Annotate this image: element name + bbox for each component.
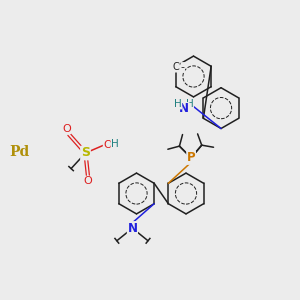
Text: H: H	[174, 99, 182, 109]
Text: -: -	[181, 62, 185, 72]
Text: O: O	[103, 140, 112, 150]
Text: S: S	[81, 146, 90, 160]
Text: O: O	[62, 124, 71, 134]
Text: N: N	[128, 222, 137, 235]
Text: N: N	[179, 102, 189, 115]
Text: Pd: Pd	[9, 145, 30, 158]
Text: H: H	[111, 139, 119, 149]
Text: O: O	[83, 176, 92, 186]
Text: C: C	[173, 62, 179, 72]
Text: H: H	[186, 99, 194, 109]
Text: P: P	[187, 151, 195, 164]
